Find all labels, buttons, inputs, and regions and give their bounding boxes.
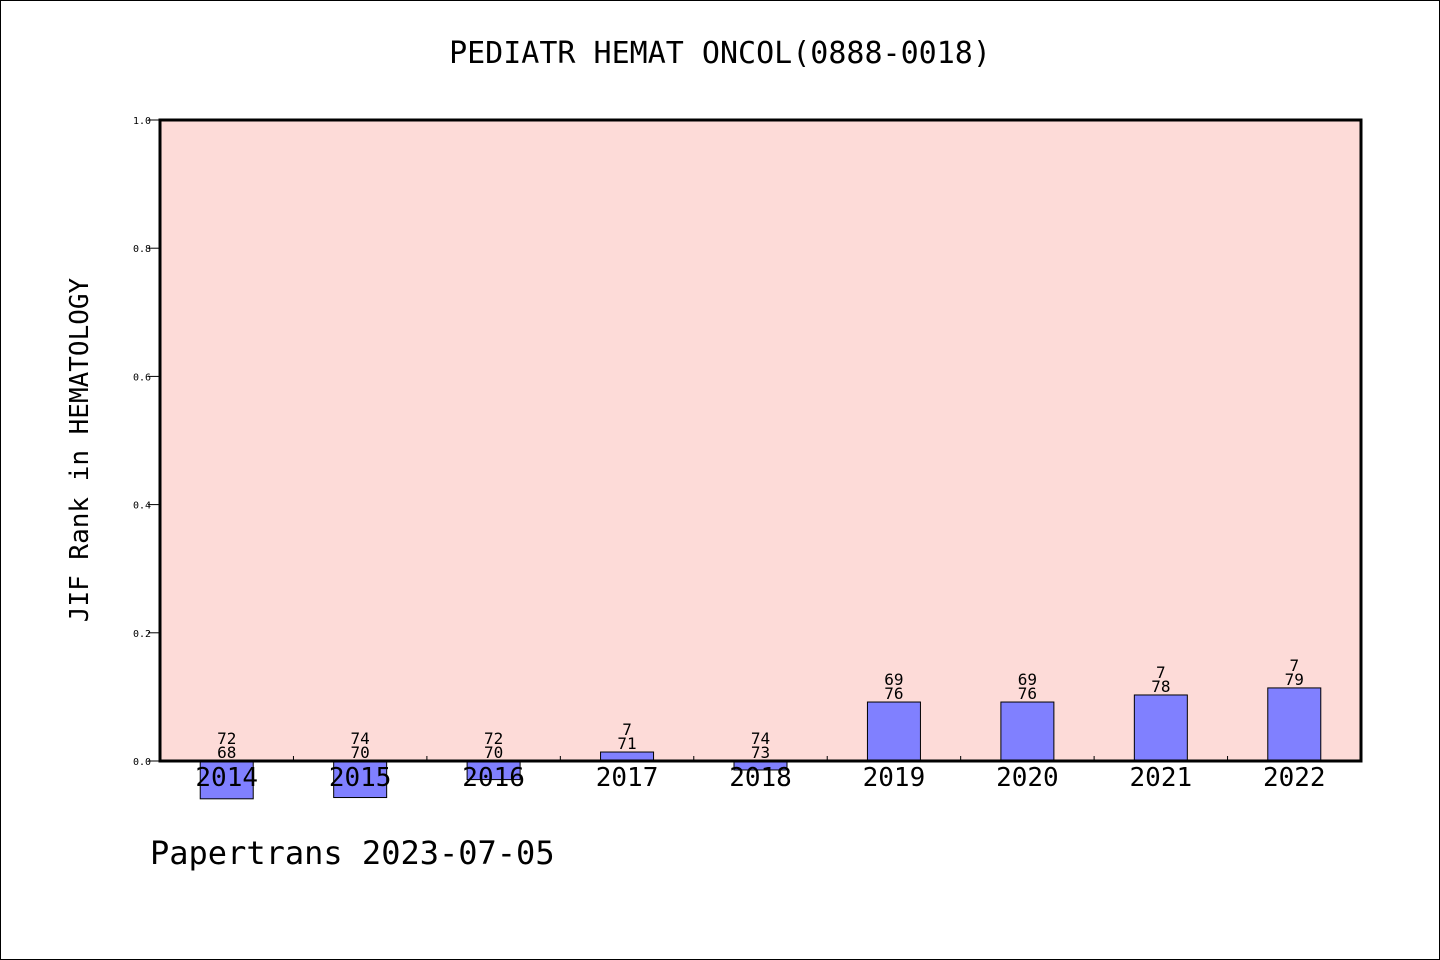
bar-label-top-2018: 74	[751, 729, 770, 748]
bar-label-bottom-2019: 76	[884, 684, 903, 703]
bar-label-top-2021: 7	[1156, 663, 1166, 682]
bar-label-bottom-2018: 73	[751, 743, 770, 762]
bar-label-bottom-2022: 79	[1285, 670, 1304, 689]
y-tick-label-0.2: 0.2	[133, 629, 151, 640]
x-tick-label-2017: 2017	[596, 763, 659, 793]
bar-label-top-2017: 7	[622, 720, 632, 739]
bar-label-top-2022: 7	[1289, 656, 1299, 675]
x-tick-label-2015: 2015	[329, 763, 392, 793]
plot-border	[158, 118, 1363, 763]
bar-label-bottom-2017: 71	[617, 734, 636, 753]
bar-2019	[866, 701, 921, 762]
x-tick-label-2014: 2014	[195, 763, 258, 793]
bar-label-top-2016: 72	[484, 729, 503, 748]
chart-title: PEDIATR HEMAT ONCOL(0888-0018)	[449, 36, 991, 71]
bar-label-bottom-2014: 68	[217, 743, 236, 762]
bar-label-bottom-2021: 78	[1151, 677, 1170, 696]
y-tick-label-0.4: 0.4	[133, 501, 151, 512]
bar-label-top-2014: 72	[217, 729, 236, 748]
bar-2022	[1267, 687, 1322, 762]
x-tick-label-2021: 2021	[1130, 763, 1193, 793]
y-tick-label-0.0: 0.0	[133, 757, 151, 768]
bar-label-bottom-2015: 70	[351, 743, 370, 762]
bar-2015	[333, 760, 388, 799]
bar-2020	[1000, 701, 1055, 762]
bar-label-top-2015: 74	[351, 729, 370, 748]
x-tick-label-2019: 2019	[863, 763, 926, 793]
x-tick-label-2018: 2018	[729, 763, 792, 793]
bar-2021	[1133, 694, 1188, 762]
bar-label-bottom-2020: 76	[1018, 684, 1037, 703]
bar-label-bottom-2016: 70	[484, 743, 503, 762]
footer-watermark: Papertrans 2023-07-05	[150, 834, 555, 872]
y-tick-label-0.8: 0.8	[133, 244, 151, 255]
bar-label-top-2019: 69	[884, 670, 903, 689]
bar-label-top-2020: 69	[1018, 670, 1037, 689]
y-tick-label-1.0: 1.0	[133, 116, 151, 127]
plot-area	[160, 120, 1361, 761]
x-tick-label-2020: 2020	[996, 763, 1059, 793]
x-tick-label-2016: 2016	[462, 763, 525, 793]
bar-2014	[199, 760, 254, 800]
y-tick-label-0.6: 0.6	[133, 372, 151, 383]
x-tick-label-2022: 2022	[1263, 763, 1326, 793]
